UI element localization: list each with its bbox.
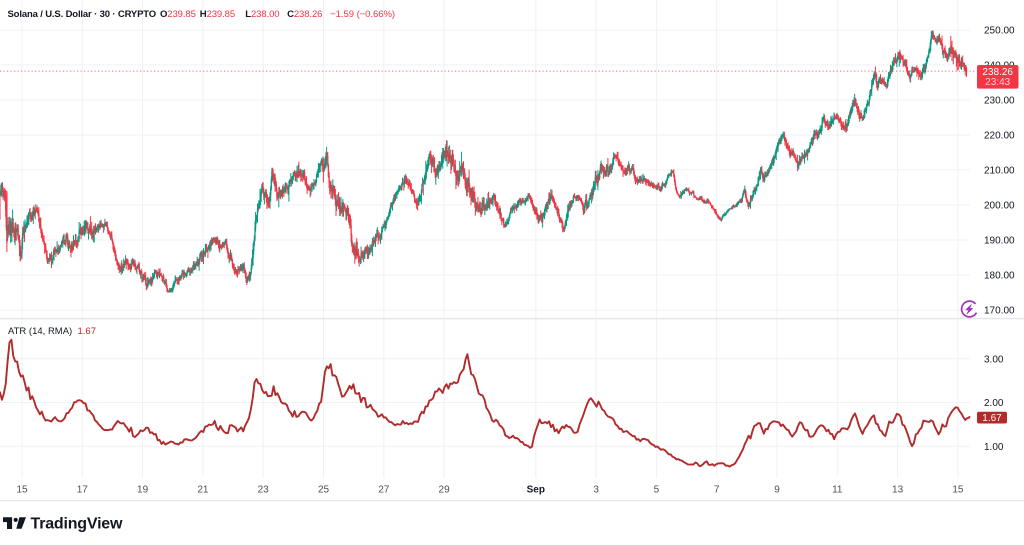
svg-text:11: 11 (832, 485, 843, 496)
svg-text:5: 5 (654, 485, 660, 496)
svg-text:238.26: 238.26 (982, 67, 1013, 78)
svg-text:Sep: Sep (527, 485, 545, 496)
svg-text:190.00: 190.00 (984, 236, 1015, 247)
svg-text:25: 25 (318, 485, 330, 496)
svg-text:15: 15 (952, 485, 964, 496)
svg-text:7: 7 (714, 485, 720, 496)
svg-text:29: 29 (439, 485, 451, 496)
svg-text:3.00: 3.00 (984, 355, 1004, 366)
svg-text:220.00: 220.00 (984, 131, 1015, 142)
svg-text:19: 19 (137, 485, 149, 496)
svg-text:1.00: 1.00 (984, 442, 1004, 453)
svg-text:210.00: 210.00 (984, 166, 1015, 177)
svg-text:180.00: 180.00 (984, 271, 1015, 282)
svg-text:9: 9 (774, 485, 780, 496)
svg-text:3: 3 (593, 485, 599, 496)
svg-text:21: 21 (197, 485, 209, 496)
svg-text:17: 17 (77, 485, 89, 496)
svg-text:1.67: 1.67 (982, 413, 1002, 424)
svg-text:ATR (14, RMA): ATR (14, RMA) (8, 326, 72, 337)
svg-text:1.67: 1.67 (78, 326, 97, 337)
svg-text:23:43: 23:43 (985, 77, 1010, 88)
svg-text:2.00: 2.00 (984, 398, 1004, 409)
svg-text:TradingView: TradingView (31, 516, 124, 533)
svg-text:200.00: 200.00 (984, 201, 1015, 212)
svg-text:Solana / U.S. Dollar · 30 · CR: Solana / U.S. Dollar · 30 · CRYPTO (8, 9, 157, 20)
svg-text:230.00: 230.00 (984, 96, 1015, 107)
svg-text:250.00: 250.00 (984, 26, 1015, 37)
svg-text:13: 13 (892, 485, 904, 496)
svg-text:15: 15 (16, 485, 28, 496)
svg-text:27: 27 (378, 485, 390, 496)
svg-text:170.00: 170.00 (984, 306, 1015, 317)
svg-text:23: 23 (258, 485, 270, 496)
